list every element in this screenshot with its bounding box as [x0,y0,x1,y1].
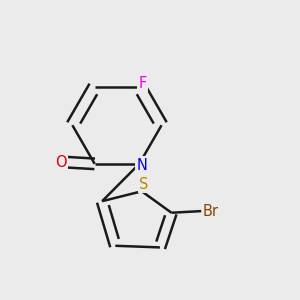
Text: Br: Br [203,204,219,219]
Text: O: O [55,155,67,170]
Text: F: F [138,76,147,91]
Text: N: N [136,158,147,173]
Text: S: S [139,176,148,191]
